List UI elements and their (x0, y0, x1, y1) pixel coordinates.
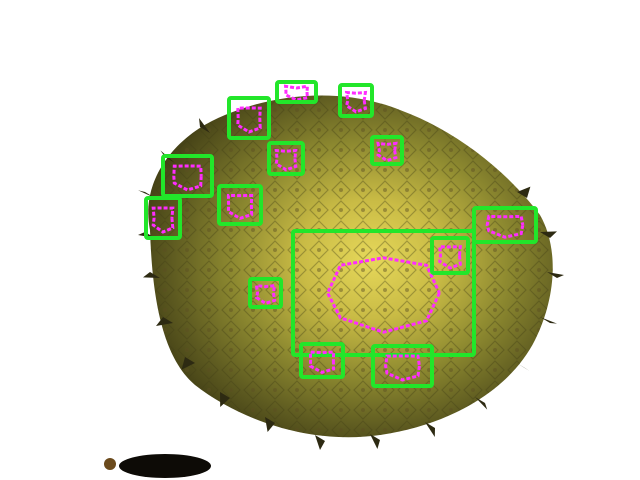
segmentation-mask (384, 354, 421, 382)
bounding-box (161, 154, 214, 198)
segmentation-mask (226, 193, 254, 221)
segmentation-mask (283, 84, 310, 102)
spike-mark (515, 362, 530, 371)
segmentation-mask (254, 283, 277, 306)
spike-mark (475, 397, 488, 410)
detection-box (299, 342, 345, 379)
spike-mark (315, 435, 325, 450)
spike-mark (138, 190, 155, 198)
spike-mark (370, 434, 380, 449)
stem-shadow (104, 454, 211, 478)
bounding-box (291, 229, 476, 357)
spike-mark (265, 417, 275, 432)
bounding-box (430, 236, 470, 275)
detection-box (144, 196, 182, 240)
spike-mark (540, 231, 557, 238)
spike-mark (143, 272, 160, 278)
detection-box (217, 184, 263, 226)
bounding-box (217, 184, 263, 226)
detection-box (275, 80, 318, 104)
spike-mark (181, 357, 195, 370)
bounding-box (371, 344, 434, 388)
segmentation-mask (376, 141, 398, 163)
segmentation-mask (172, 164, 203, 192)
detection-box (430, 236, 470, 275)
bounding-box (144, 196, 182, 240)
detection-box (161, 154, 214, 198)
bounding-box (227, 96, 271, 140)
detection-box (291, 229, 476, 357)
detection-box (338, 83, 374, 118)
segmentation-mask (438, 245, 462, 270)
detection-overlay (144, 80, 538, 388)
bounding-box (248, 277, 283, 309)
segmentation-mask (485, 214, 525, 239)
spike-mark (517, 186, 531, 198)
spike-mark (547, 272, 564, 278)
spike-mark (540, 317, 557, 324)
bounding-box (275, 80, 318, 104)
bounding-box (370, 135, 404, 166)
spike-mark (156, 317, 173, 326)
detection-box (370, 135, 404, 166)
detection-box (472, 206, 538, 244)
bounding-box (472, 206, 538, 244)
detection-box (227, 96, 271, 140)
detection-box (371, 344, 434, 388)
segmentation-mask (325, 256, 441, 334)
segmentation-mask (308, 350, 336, 375)
spike-mark (425, 422, 435, 437)
bounding-box (267, 141, 305, 176)
detection-box (267, 141, 305, 176)
segmentation-mask (151, 206, 175, 234)
pineapple-body (138, 95, 564, 450)
bounding-box (299, 342, 345, 379)
segmentation-mask (236, 106, 262, 134)
spike-mark (199, 118, 210, 133)
bounding-box (338, 83, 374, 118)
spike-mark (220, 392, 230, 407)
detection-box (248, 277, 283, 309)
